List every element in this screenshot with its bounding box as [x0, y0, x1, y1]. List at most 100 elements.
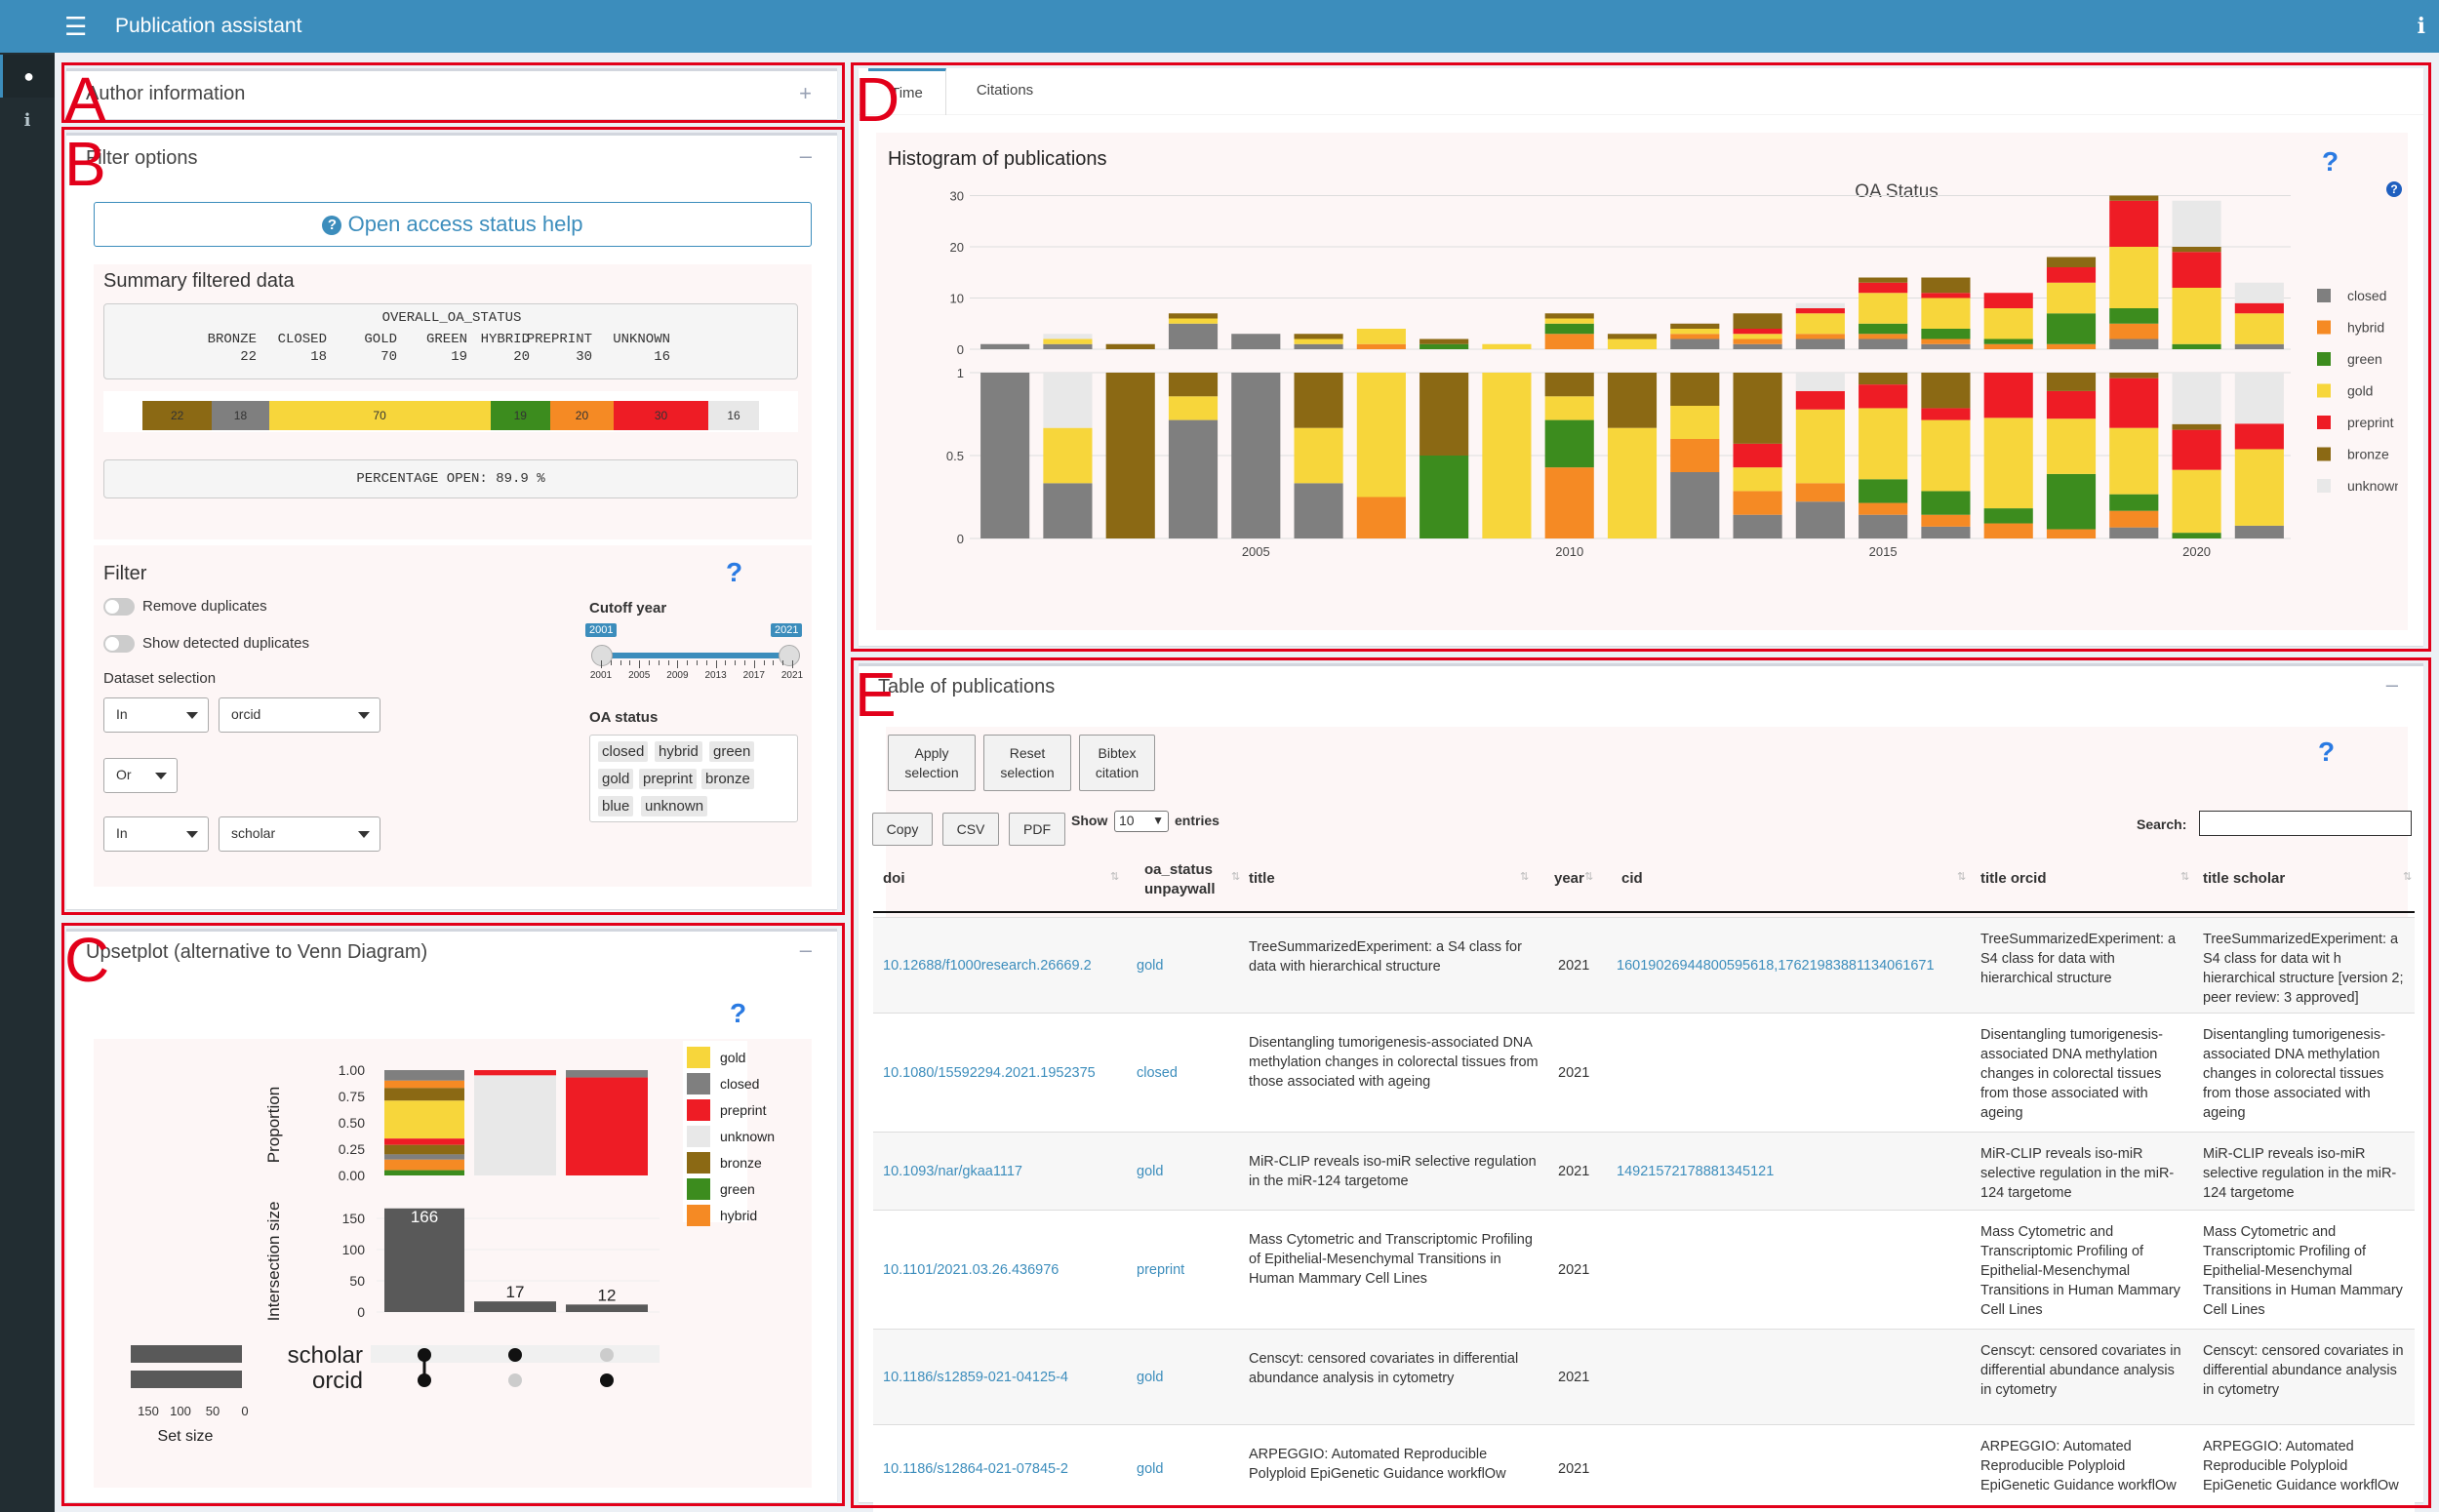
chevron-down-icon: [155, 773, 167, 779]
filter-question-icon[interactable]: ?: [726, 557, 743, 587]
year-cell: 2021: [1558, 1370, 1590, 1385]
histogram-bar-hybrid: [1859, 334, 1908, 339]
doi-link[interactable]: 10.1186/s12859-021-04125-4: [883, 1370, 1069, 1385]
cutoff-tick-label: 2005: [628, 670, 651, 681]
sort-icon[interactable]: ⇅: [1584, 871, 1594, 883]
csv-button[interactable]: CSV: [942, 813, 999, 846]
oa-chip-bronze[interactable]: bronze: [701, 769, 754, 789]
dataset1-operator-select[interactable]: In: [103, 697, 209, 733]
sidebar: ● i: [0, 53, 55, 1512]
oa-status-cell[interactable]: preprint: [1137, 1262, 1185, 1278]
histogram-question-icon[interactable]: ?: [2322, 146, 2339, 177]
histogram-bar-bronze: [1419, 338, 1469, 344]
show-duplicates-toggle[interactable]: [103, 635, 135, 653]
filter-options-title: Filter options: [86, 147, 198, 169]
remove-duplicates-toggle[interactable]: [103, 598, 135, 616]
sort-icon[interactable]: ⇅: [2403, 871, 2413, 883]
oa-status-cell[interactable]: gold: [1137, 1461, 1164, 1477]
cutoff-tick-mark: [677, 660, 679, 668]
percentage-open: PERCENTAGE OPEN: 89.9 %: [103, 459, 798, 498]
cid-cell[interactable]: 16019026944800595618,1762198388113406167…: [1617, 958, 1935, 974]
oa-chip-hybrid[interactable]: hybrid: [655, 741, 702, 762]
dataset2-operator-select[interactable]: In: [103, 816, 209, 852]
histogram-bar-gold: [1482, 343, 1532, 349]
sidebar-info-icon[interactable]: i: [23, 110, 31, 131]
set-size-tick: 100: [170, 1404, 191, 1418]
histogram-bar-gold: [1733, 334, 1782, 339]
histogram-bar-preprint: [2172, 252, 2221, 288]
table-question-icon[interactable]: ?: [2318, 736, 2336, 767]
summary-col-preprint: PREPRINT: [526, 332, 592, 347]
tab-citations[interactable]: Citations: [976, 82, 1034, 99]
cid-cell[interactable]: 14921572178881345121: [1617, 1164, 1775, 1179]
plus-icon[interactable]: +: [799, 81, 812, 105]
search-input[interactable]: [2199, 811, 2412, 836]
doi-link[interactable]: 10.1186/s12864-021-07845-2: [883, 1461, 1069, 1477]
upset-legend-swatch-unknown: [687, 1126, 710, 1147]
apply-selection-button[interactable]: Apply selection: [888, 735, 976, 791]
reset-selection-button[interactable]: Reset selection: [983, 735, 1071, 791]
oa-chip-preprint[interactable]: preprint: [639, 769, 697, 789]
table-row[interactable]: 10.1093/nar/gkaa1117 gold MiR-CLIP reveals…: [873, 1132, 2415, 1210]
proportion-bar-green: [1921, 491, 1971, 515]
proportion-bar-gold: [1168, 396, 1219, 420]
doi-link[interactable]: 10.1093/nar/gkaa1117: [883, 1164, 1022, 1179]
intersection-axis-label: Intersection size: [264, 1202, 283, 1322]
doi-link[interactable]: 10.1080/15592294.2021.1952375: [883, 1065, 1096, 1081]
plotly-help-icon[interactable]: ?: [2386, 181, 2402, 197]
dataset1-source-select[interactable]: orcid: [219, 697, 380, 733]
summary-col-gold: GOLD: [364, 332, 397, 347]
oa-chip-gold[interactable]: gold: [598, 769, 634, 789]
histogram-bar-closed: [980, 343, 1030, 349]
page-length-select[interactable]: 10 ▼: [1114, 811, 1169, 832]
copy-button[interactable]: Copy: [872, 813, 933, 846]
minus-icon[interactable]: –: [2385, 672, 2398, 696]
table-row[interactable]: 10.1080/15592294.2021.1952375 closed Disen…: [873, 1013, 2415, 1132]
sort-icon[interactable]: ⇅: [2180, 871, 2190, 883]
cutoff-max-handle[interactable]: [779, 645, 800, 666]
proportion-bar-gold: [2172, 469, 2221, 534]
doi-link[interactable]: 10.12688/f1000research.26669.2: [883, 958, 1092, 974]
cutoff-slider-bar[interactable]: [601, 653, 792, 658]
open-access-help-button[interactable]: ? Open access status help: [94, 202, 812, 247]
tab-time[interactable]: Time: [868, 68, 946, 115]
oa-status-cell[interactable]: gold: [1137, 958, 1164, 974]
table-row[interactable]: 10.1101/2021.03.26.436976 preprint Mass Cy…: [873, 1210, 2415, 1329]
histogram-bar-gold: [1607, 338, 1658, 349]
minus-icon[interactable]: –: [799, 937, 812, 962]
sort-icon[interactable]: ⇅: [1957, 871, 1967, 883]
proportion-bar-closed: [2234, 525, 2284, 538]
doi-link[interactable]: 10.1101/2021.03.26.436976: [883, 1262, 1060, 1278]
dataset-join-select[interactable]: Or: [103, 758, 178, 793]
oa-chip-closed[interactable]: closed: [598, 741, 649, 762]
table-row[interactable]: 10.12688/f1000research.26669.2 gold TreeSu…: [873, 917, 2415, 1013]
search-label: Search:: [2137, 816, 2187, 832]
oa-chip-green[interactable]: green: [709, 741, 755, 762]
bibtex-citation-button[interactable]: Bibtex citation: [1079, 735, 1155, 791]
sidebar-user-icon[interactable]: ●: [0, 55, 55, 98]
sort-icon[interactable]: ⇅: [1520, 871, 1530, 883]
histogram-bar-closed: [1670, 338, 1720, 349]
cutoff-min-handle[interactable]: [591, 645, 613, 666]
title-cell: Censcyt: censored covariates in differen…: [1249, 1351, 1519, 1386]
oa-chip-unknown[interactable]: unknown: [641, 796, 708, 816]
oa-status-cell[interactable]: gold: [1137, 1164, 1164, 1179]
dataset2-source-select[interactable]: scholar: [219, 816, 380, 852]
oa-status-select[interactable]: closed hybrid green gold preprint bronze blue u…: [589, 735, 798, 822]
info-icon[interactable]: i: [2417, 14, 2425, 39]
oa-status-cell[interactable]: closed: [1137, 1065, 1178, 1081]
summary-bar-segment: 70: [268, 401, 491, 430]
oa-status-cell[interactable]: gold: [1137, 1370, 1164, 1385]
sort-icon[interactable]: ⇅: [1110, 871, 1120, 883]
table-row[interactable]: 10.1186/s12859-021-04125-4 gold Censcyt: c…: [873, 1329, 2415, 1424]
minus-icon[interactable]: –: [799, 143, 812, 168]
proportion-bar-bronze: [1733, 373, 1782, 444]
histogram-bar-bronze: [2109, 195, 2159, 201]
table-row[interactable]: 10.1186/s12864-021-07845-2 gold ARPEGGIO: …: [873, 1424, 2415, 1512]
oa-chip-blue[interactable]: blue: [598, 796, 634, 816]
menu-icon[interactable]: ☰: [64, 12, 88, 41]
matrix-dot: [600, 1373, 614, 1387]
upset-question-icon[interactable]: ?: [730, 998, 747, 1028]
sort-icon[interactable]: ⇅: [1231, 871, 1241, 883]
pdf-button[interactable]: PDF: [1009, 813, 1065, 846]
